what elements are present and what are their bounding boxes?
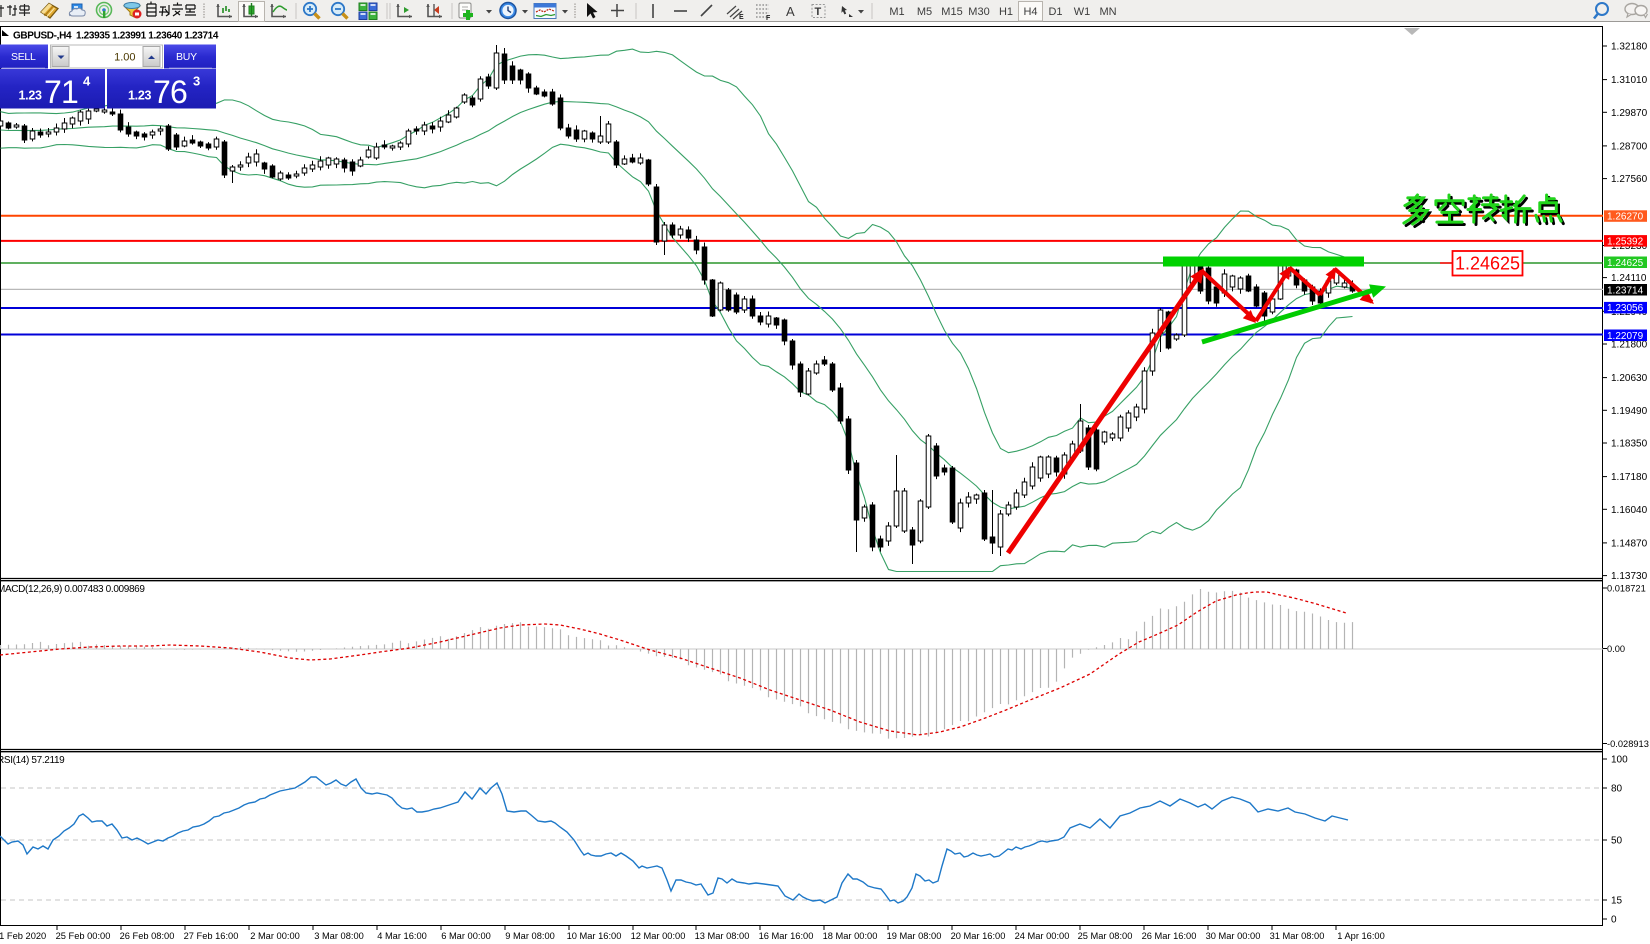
svg-text:1.13730: 1.13730: [1611, 571, 1648, 582]
svg-text:BUY: BUY: [176, 51, 197, 63]
svg-text:0.00: 0.00: [1607, 644, 1625, 654]
svg-text:19 Mar 08:00: 19 Mar 08:00: [887, 931, 942, 941]
svg-text:71: 71: [44, 74, 78, 110]
svg-text:1.16040: 1.16040: [1611, 505, 1648, 516]
svg-text:1.00: 1.00: [114, 52, 135, 64]
svg-text:MACD(12,26,9) 0.007483 0.00986: MACD(12,26,9) 0.007483 0.009869: [0, 584, 145, 595]
svg-text:1.29870: 1.29870: [1611, 108, 1648, 119]
svg-text:1.31010: 1.31010: [1611, 75, 1648, 86]
svg-text:13 Mar 08:00: 13 Mar 08:00: [695, 931, 750, 941]
svg-text:18 Mar 00:00: 18 Mar 00:00: [823, 931, 878, 941]
svg-text:1.24625: 1.24625: [1455, 254, 1520, 274]
svg-text:H1: H1: [999, 6, 1013, 18]
svg-text:GBPUSD-,H4 1.23935 1.23991 1.: GBPUSD-,H4 1.23935 1.23991 1.23640 1.237…: [13, 31, 219, 42]
svg-text:1.17180: 1.17180: [1611, 472, 1648, 483]
svg-text:1 Apr 16:00: 1 Apr 16:00: [1337, 931, 1385, 941]
svg-text:26 Feb 08:00: 26 Feb 08:00: [120, 931, 175, 941]
svg-text:1.28700: 1.28700: [1611, 141, 1648, 152]
svg-text:9 Mar 08:00: 9 Mar 08:00: [505, 931, 555, 941]
svg-text:15: 15: [1611, 896, 1623, 907]
svg-text:50: 50: [1611, 836, 1623, 847]
svg-text:30 Mar 00:00: 30 Mar 00:00: [1206, 931, 1261, 941]
svg-text:24 Mar 00:00: 24 Mar 00:00: [1015, 931, 1070, 941]
svg-text:16 Mar 16:00: 16 Mar 16:00: [759, 931, 814, 941]
svg-text:0.018721: 0.018721: [1607, 584, 1646, 594]
svg-text:M15: M15: [941, 6, 962, 18]
svg-text:1.23714: 1.23714: [1607, 285, 1644, 296]
svg-text:W1: W1: [1074, 6, 1091, 18]
svg-text:1.23: 1.23: [19, 89, 42, 103]
svg-text:1.26270: 1.26270: [1607, 212, 1644, 223]
svg-text:RSI(14) 57.2119: RSI(14) 57.2119: [0, 755, 65, 766]
svg-text:21 Feb 2020: 21 Feb 2020: [0, 931, 46, 941]
svg-text:25 Feb 00:00: 25 Feb 00:00: [56, 931, 111, 941]
svg-text:3: 3: [193, 74, 200, 89]
svg-text:D1: D1: [1048, 6, 1062, 18]
svg-text:A: A: [786, 4, 795, 19]
svg-text:MN: MN: [1099, 6, 1116, 18]
svg-text:1.14870: 1.14870: [1611, 538, 1648, 549]
svg-text:25 Mar 08:00: 25 Mar 08:00: [1078, 931, 1133, 941]
svg-text:76: 76: [153, 74, 187, 110]
svg-text:31 Mar 08:00: 31 Mar 08:00: [1270, 931, 1325, 941]
svg-text:1.22079: 1.22079: [1607, 331, 1644, 342]
svg-text:1.27560: 1.27560: [1611, 174, 1648, 185]
svg-text:1.18350: 1.18350: [1611, 439, 1648, 450]
svg-text:M5: M5: [917, 6, 932, 18]
svg-text:0: 0: [1611, 915, 1617, 926]
svg-text:H4: H4: [1023, 6, 1037, 18]
svg-text:2 Mar 00:00: 2 Mar 00:00: [250, 931, 300, 941]
svg-text:SELL: SELL: [11, 51, 36, 63]
svg-text:100: 100: [1611, 755, 1628, 766]
svg-text:M1: M1: [889, 6, 904, 18]
svg-text:1.23056: 1.23056: [1607, 303, 1644, 314]
svg-text:4 Mar 16:00: 4 Mar 16:00: [377, 931, 427, 941]
svg-text:6 Mar 00:00: 6 Mar 00:00: [441, 931, 491, 941]
svg-text:1.20630: 1.20630: [1611, 373, 1648, 384]
svg-text:4: 4: [83, 74, 91, 89]
svg-text:1.32180: 1.32180: [1611, 42, 1648, 53]
svg-text:1.19490: 1.19490: [1611, 406, 1648, 417]
svg-text:27 Feb 16:00: 27 Feb 16:00: [184, 931, 239, 941]
svg-text:12 Mar 00:00: 12 Mar 00:00: [631, 931, 686, 941]
svg-text:F: F: [766, 15, 771, 22]
svg-text:-0.028913: -0.028913: [1607, 739, 1649, 749]
svg-text:20 Mar 16:00: 20 Mar 16:00: [951, 931, 1006, 941]
svg-text:E: E: [739, 14, 744, 21]
svg-text:1.25392: 1.25392: [1607, 236, 1644, 247]
svg-text:3 Mar 08:00: 3 Mar 08:00: [314, 931, 364, 941]
svg-text:26 Mar 16:00: 26 Mar 16:00: [1142, 931, 1197, 941]
svg-text:M30: M30: [968, 6, 989, 18]
svg-text:1.24110: 1.24110: [1611, 273, 1647, 284]
svg-text:80: 80: [1611, 784, 1623, 795]
svg-text:1.21800: 1.21800: [1611, 340, 1648, 351]
svg-text:1.23: 1.23: [128, 89, 151, 103]
svg-text:1.24625: 1.24625: [1607, 258, 1644, 269]
svg-text:10 Mar 16:00: 10 Mar 16:00: [567, 931, 622, 941]
svg-text:T: T: [815, 6, 822, 18]
